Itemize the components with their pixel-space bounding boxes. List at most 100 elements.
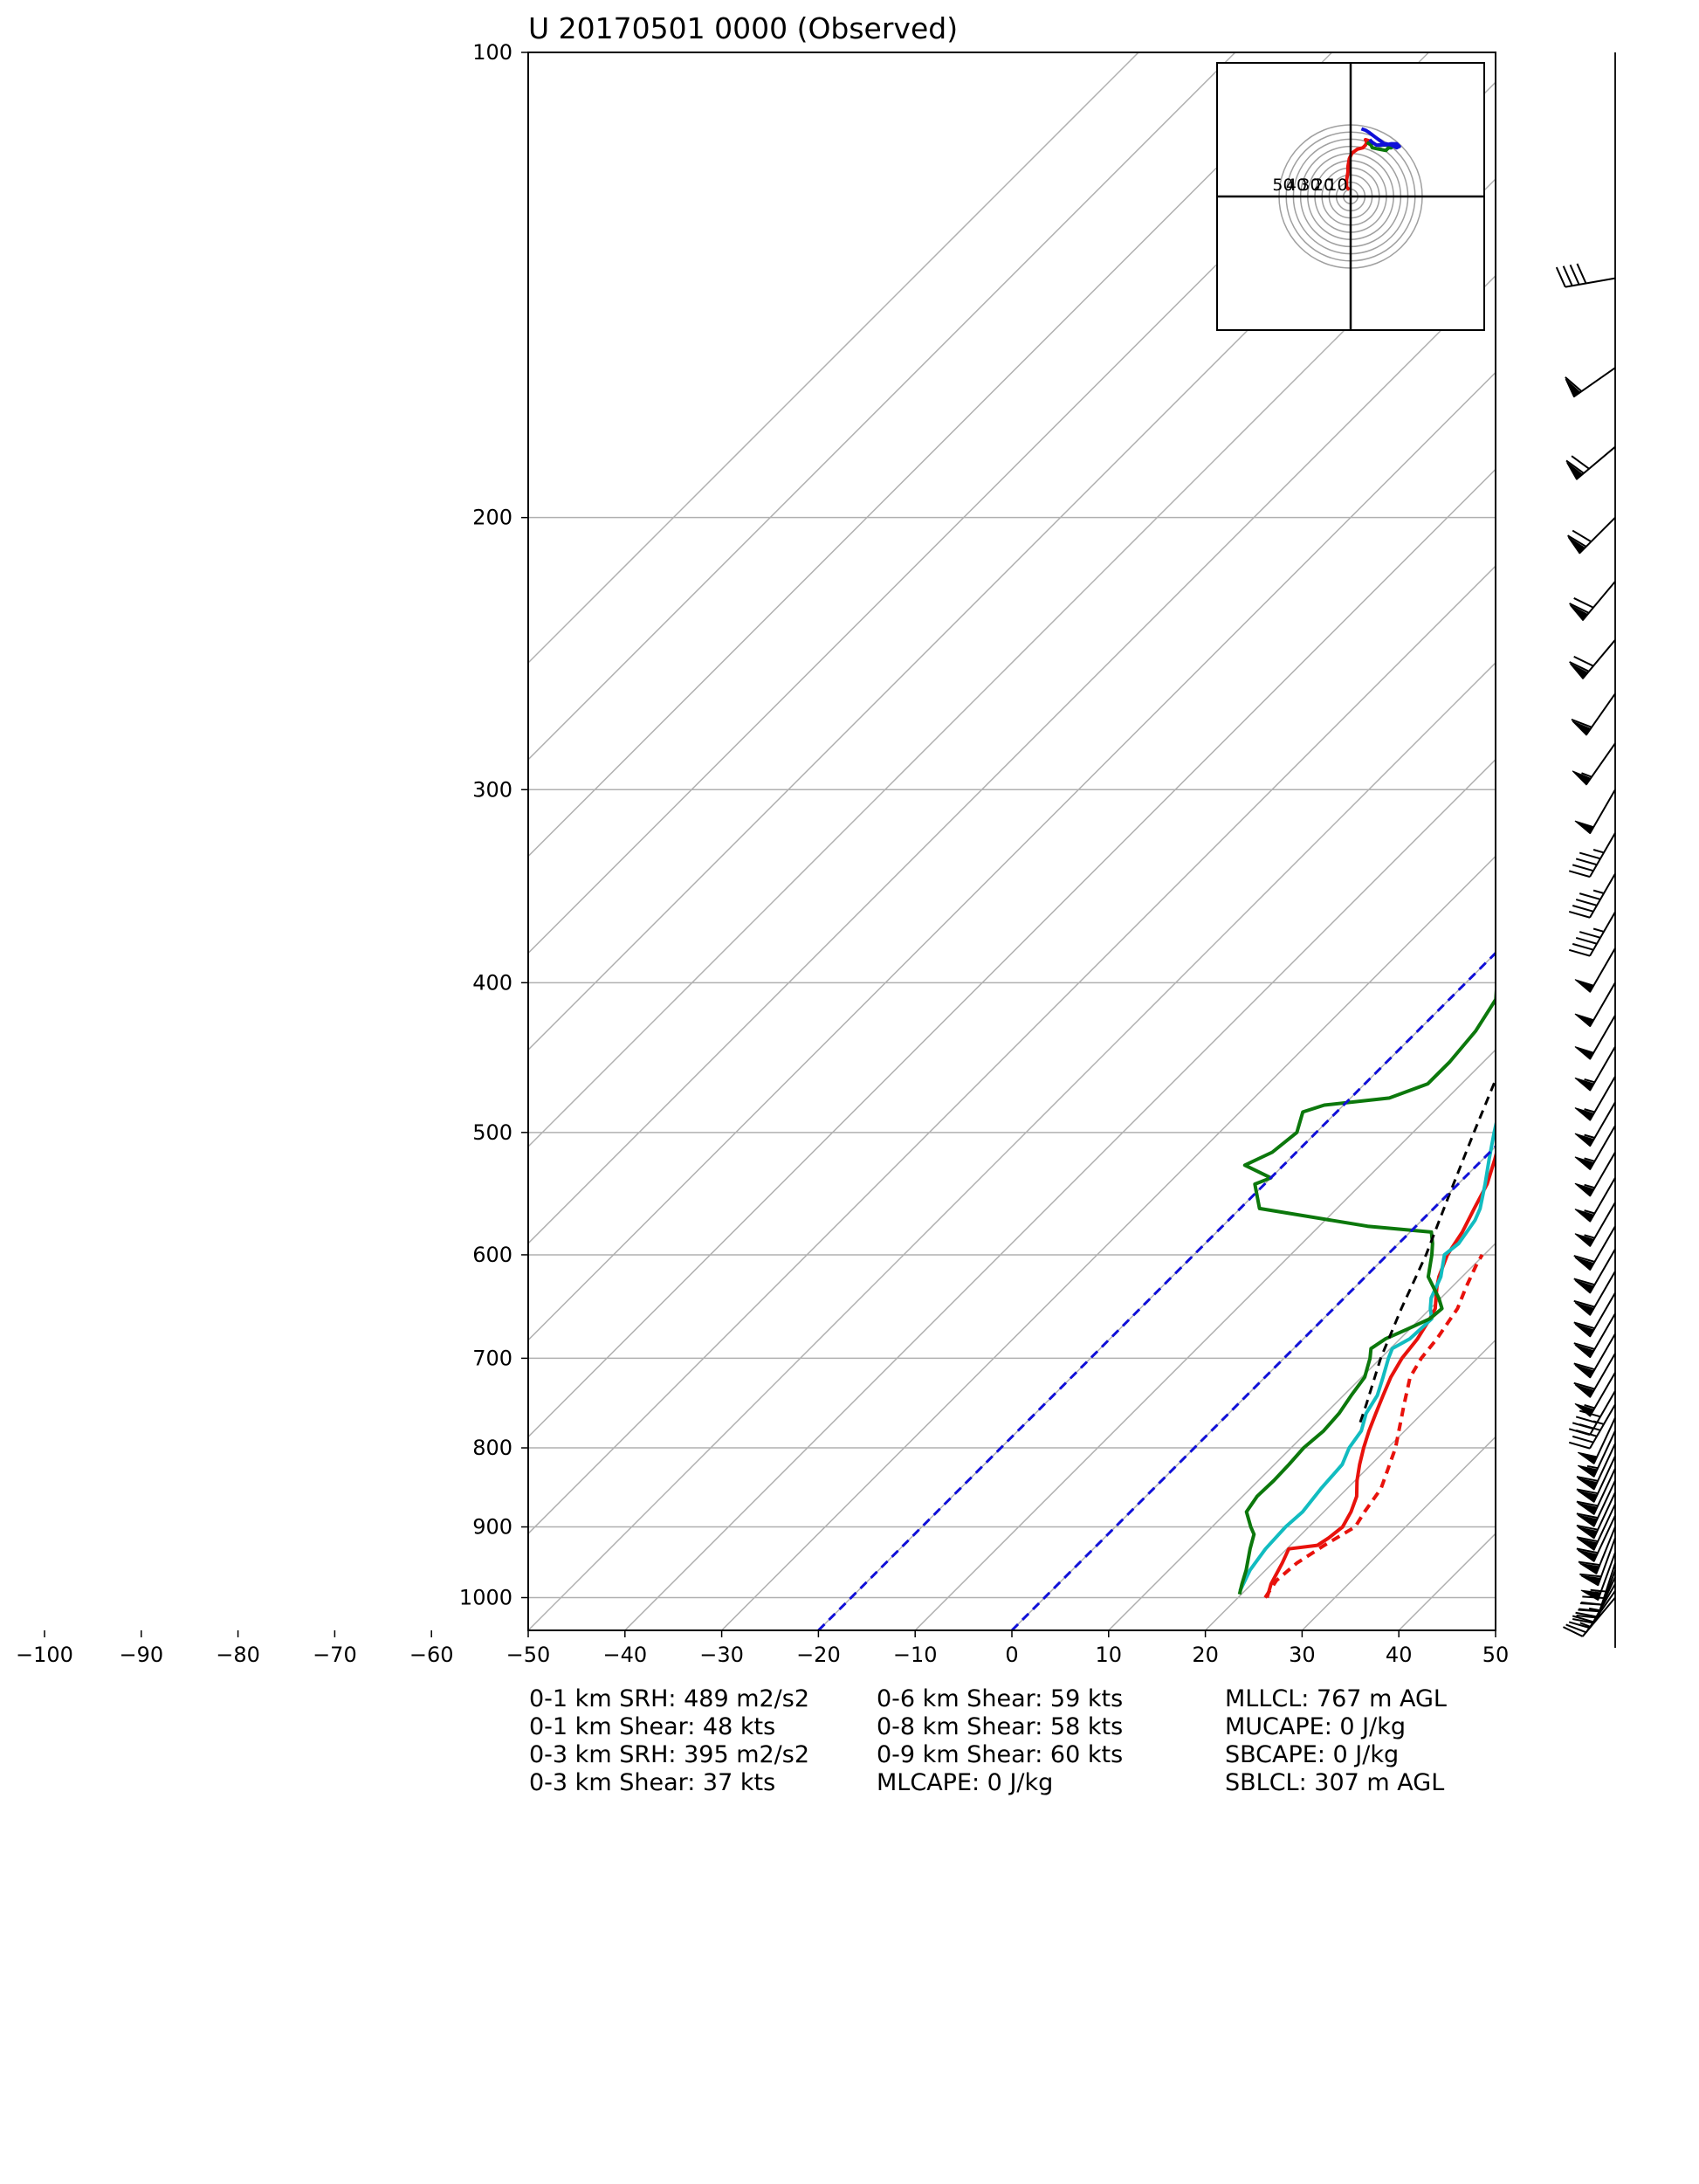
wind-barb	[1568, 911, 1616, 957]
x-tick-label: 0	[1005, 1643, 1018, 1667]
stat-mllcl: MLLCL: 767 m AGL	[1225, 1685, 1447, 1712]
wind-barb	[1565, 367, 1616, 398]
stat-mucape: MUCAPE: 0 J/kg	[1225, 1713, 1406, 1740]
wind-barb	[1571, 692, 1616, 736]
x-tick-label: −70	[313, 1643, 357, 1667]
x-tick-label: −50	[506, 1643, 551, 1667]
isotherm-line	[528, 52, 1236, 761]
y-tick-label: 1000	[459, 1586, 512, 1610]
series-line-1	[1263, 1253, 1484, 1599]
wind-barb	[1568, 832, 1616, 878]
wind-barb	[1573, 1249, 1616, 1294]
y-tick-label: 900	[472, 1515, 512, 1540]
wind-barb	[1574, 789, 1616, 835]
stat-sbcape: SBCAPE: 0 J/kg	[1225, 1741, 1400, 1768]
stat-0-1km-shear: 0-1 km Shear: 48 kts	[529, 1713, 776, 1740]
wind-barb	[1567, 516, 1616, 555]
wind-barb	[1573, 1225, 1616, 1271]
wind-barb	[1573, 1333, 1616, 1379]
y-tick-label: 500	[472, 1120, 512, 1145]
hodograph-trace-0	[1345, 137, 1374, 191]
hodograph-ring-label: 20	[1313, 176, 1334, 195]
series-line-6	[1010, 1144, 1496, 1630]
wind-barb	[1578, 1526, 1616, 1575]
wind-barb	[1576, 1480, 1616, 1527]
isotherm-line	[528, 468, 1496, 1438]
y-axis-ticks: 100 200 300 400 500 600 700 800 900 1000	[459, 40, 528, 1610]
wind-barb	[1574, 1046, 1616, 1092]
chart-title: U 20170501 0000 (Observed)	[528, 11, 958, 45]
wind-barb	[1574, 947, 1616, 993]
wind-barb	[1573, 1271, 1616, 1316]
wind-barbs	[1555, 52, 1616, 1648]
hodograph-ring-label: 40	[1286, 176, 1307, 195]
wind-barb	[1574, 1015, 1616, 1060]
hodograph-ring-label: 30	[1299, 176, 1320, 195]
wind-barb	[1565, 445, 1616, 480]
x-tick-label: −90	[119, 1643, 163, 1667]
series-line-5	[817, 951, 1496, 1630]
hodograph-ring-label: 10	[1326, 176, 1347, 195]
wind-barb	[1574, 1372, 1616, 1417]
isotherm-line	[721, 855, 1496, 1630]
stats-column-2: 0-6 km Shear: 59 kts 0-8 km Shear: 58 kt…	[877, 1685, 1123, 1797]
y-tick-label: 100	[472, 40, 512, 65]
series-line-0	[1265, 1149, 1496, 1599]
wind-barb	[1577, 1417, 1616, 1464]
x-tick-label: −60	[409, 1643, 454, 1667]
isotherm-line	[1205, 1339, 1496, 1630]
y-tick-label: 700	[472, 1346, 512, 1370]
stat-0-6km-shear: 0-6 km Shear: 59 kts	[877, 1685, 1124, 1712]
isotherm-line	[528, 371, 1496, 1341]
wind-barb	[1569, 581, 1616, 622]
wind-barb	[1576, 1443, 1616, 1491]
isotherm-line	[624, 758, 1496, 1630]
isotherm-line	[528, 661, 1496, 1630]
x-tick-label: −20	[796, 1643, 841, 1667]
y-tick-label: 600	[472, 1243, 512, 1267]
wind-barb	[1574, 1177, 1616, 1223]
wind-barb	[1574, 1152, 1616, 1197]
stat-0-3km-srh: 0-3 km SRH: 395 m2/s2	[529, 1741, 810, 1768]
wind-barb	[1573, 1312, 1616, 1359]
isotherm-line	[1592, 52, 1699, 1630]
x-tick-label: −40	[602, 1643, 647, 1667]
x-tick-label: 20	[1192, 1643, 1219, 1667]
stat-0-8km-shear: 0-8 km Shear: 58 kts	[877, 1713, 1124, 1740]
wind-barb	[1572, 742, 1616, 786]
wind-barb	[1568, 873, 1616, 919]
wind-barb	[1576, 1468, 1616, 1516]
wind-barb	[1579, 1537, 1616, 1587]
wind-barb	[1576, 1456, 1616, 1503]
isotherm-line	[528, 52, 1139, 665]
hodograph-ring-label: 50	[1272, 176, 1293, 195]
wind-barb	[1574, 982, 1616, 1028]
isotherm-line	[914, 1049, 1496, 1630]
wind-barb	[1580, 1552, 1616, 1602]
stat-0-9km-shear: 0-9 km Shear: 60 kts	[877, 1741, 1124, 1768]
stats-column-1: 0-1 km SRH: 489 m2/s2 0-1 km Shear: 48 k…	[529, 1685, 809, 1797]
stat-0-3km-shear: 0-3 km Shear: 37 kts	[529, 1769, 776, 1796]
isotherm-line	[1108, 1242, 1496, 1630]
wind-barb	[1576, 1504, 1616, 1551]
stat-0-1km-srh: 0-1 km SRH: 489 m2/s2	[529, 1685, 810, 1712]
x-tick-label: −10	[893, 1643, 938, 1667]
isotherm-line	[1495, 1629, 1496, 1630]
x-tick-label: −80	[216, 1643, 260, 1667]
y-tick-label: 800	[472, 1436, 512, 1460]
isotherm-line	[528, 52, 1429, 954]
y-tick-label: 200	[472, 506, 512, 530]
y-tick-label: 300	[472, 777, 512, 802]
series-line-3	[1237, 981, 1496, 1595]
wind-barb	[1573, 1353, 1616, 1398]
wind-barb	[1576, 1515, 1616, 1562]
y-tick-label: 400	[472, 970, 512, 995]
x-tick-label: 40	[1386, 1643, 1413, 1667]
x-tick-label: −100	[16, 1643, 73, 1667]
stat-mlcape: MLCAPE: 0 J/kg	[877, 1769, 1054, 1796]
wind-barb	[1573, 1292, 1616, 1338]
wind-barb	[1576, 1492, 1616, 1540]
sounding-indices: 0-1 km SRH: 489 m2/s2 0-1 km Shear: 48 k…	[0, 1685, 1699, 1808]
